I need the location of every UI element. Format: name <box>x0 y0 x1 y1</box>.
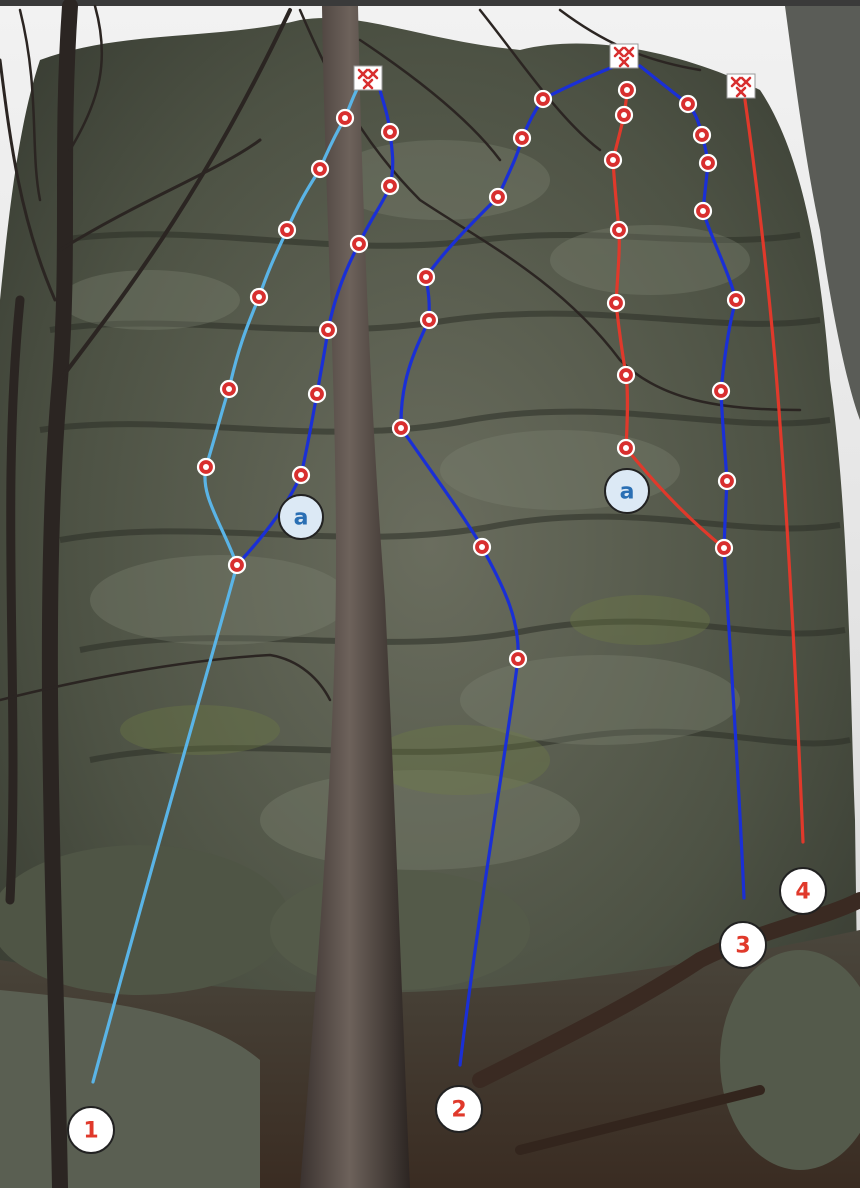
route-label-text: 1 <box>83 1119 98 1144</box>
route-label-text: 2 <box>451 1098 466 1123</box>
route-label-1: a <box>278 494 324 540</box>
bolt-hole <box>284 227 290 233</box>
bolt-hole <box>733 297 739 303</box>
bolt-hole <box>387 183 393 189</box>
bolt-hole <box>624 87 630 93</box>
bolt-hole <box>398 425 404 431</box>
bolt-hole <box>495 194 501 200</box>
route-number-badge <box>67 1106 115 1154</box>
bolt-hole <box>613 300 619 306</box>
bolt-hole <box>700 208 706 214</box>
bolt-hole <box>298 472 304 478</box>
route-label-0: 1 <box>67 1106 115 1154</box>
bolts <box>196 80 746 669</box>
bolt-hole <box>718 388 724 394</box>
right-cliff <box>785 6 860 420</box>
tree-root-2 <box>515 1085 765 1155</box>
bolt-hole <box>623 372 629 378</box>
bolt-hole <box>616 227 622 233</box>
bare-tree-left <box>0 0 292 1188</box>
bolt-hole <box>540 96 546 102</box>
boulder-left <box>0 845 290 995</box>
bolt-hole <box>479 544 485 550</box>
bolt-hole <box>203 464 209 470</box>
route-number-badge <box>779 867 827 915</box>
bolt-hole <box>515 656 521 662</box>
tree-trunk <box>300 6 410 1188</box>
route-number-badge <box>719 921 767 969</box>
bolt-hole <box>621 112 627 118</box>
bolt-hole <box>705 160 711 166</box>
bolt-hole <box>426 317 432 323</box>
route-number-badge <box>435 1085 483 1133</box>
top-border <box>0 0 860 6</box>
bolt-hole <box>519 135 525 141</box>
anchor-icon <box>609 43 639 69</box>
bolt-hole <box>387 129 393 135</box>
tree-root <box>472 892 860 1088</box>
bolt-hole <box>623 445 629 451</box>
route-label-3: a <box>604 468 650 514</box>
route-label-4: 3 <box>719 921 767 969</box>
route-label-text: a <box>294 506 309 531</box>
bolt-hole <box>610 157 616 163</box>
bolt-hole <box>685 101 691 107</box>
variant-badge <box>278 494 324 540</box>
bolt-hole <box>256 294 262 300</box>
bolt-hole <box>356 241 362 247</box>
bolt-hole <box>699 132 705 138</box>
bolt-hole <box>724 478 730 484</box>
anchors <box>353 43 756 99</box>
bolt-hole <box>325 327 331 333</box>
anchor-icon <box>353 65 383 91</box>
rock-ledges <box>39 231 851 763</box>
variant-badge <box>604 468 650 514</box>
bolt-hole <box>423 274 429 280</box>
bolt-hole <box>721 545 727 551</box>
bolt-hole <box>226 386 232 392</box>
route-line-5 <box>743 98 805 844</box>
route-label-text: 4 <box>795 880 810 905</box>
route-label-2: 2 <box>435 1085 483 1133</box>
boulder-right <box>720 950 860 1170</box>
bolt-hole <box>234 562 240 568</box>
route-label-text: 3 <box>735 934 750 959</box>
route-labels: 1 a 2 a 3 4 <box>67 468 827 1154</box>
bolt-hole <box>317 166 323 172</box>
bolt-hole <box>342 115 348 121</box>
bolt-hole <box>314 391 320 397</box>
anchor-icon <box>726 73 756 99</box>
route-label-text: a <box>620 480 635 505</box>
route-label-5: 4 <box>779 867 827 915</box>
